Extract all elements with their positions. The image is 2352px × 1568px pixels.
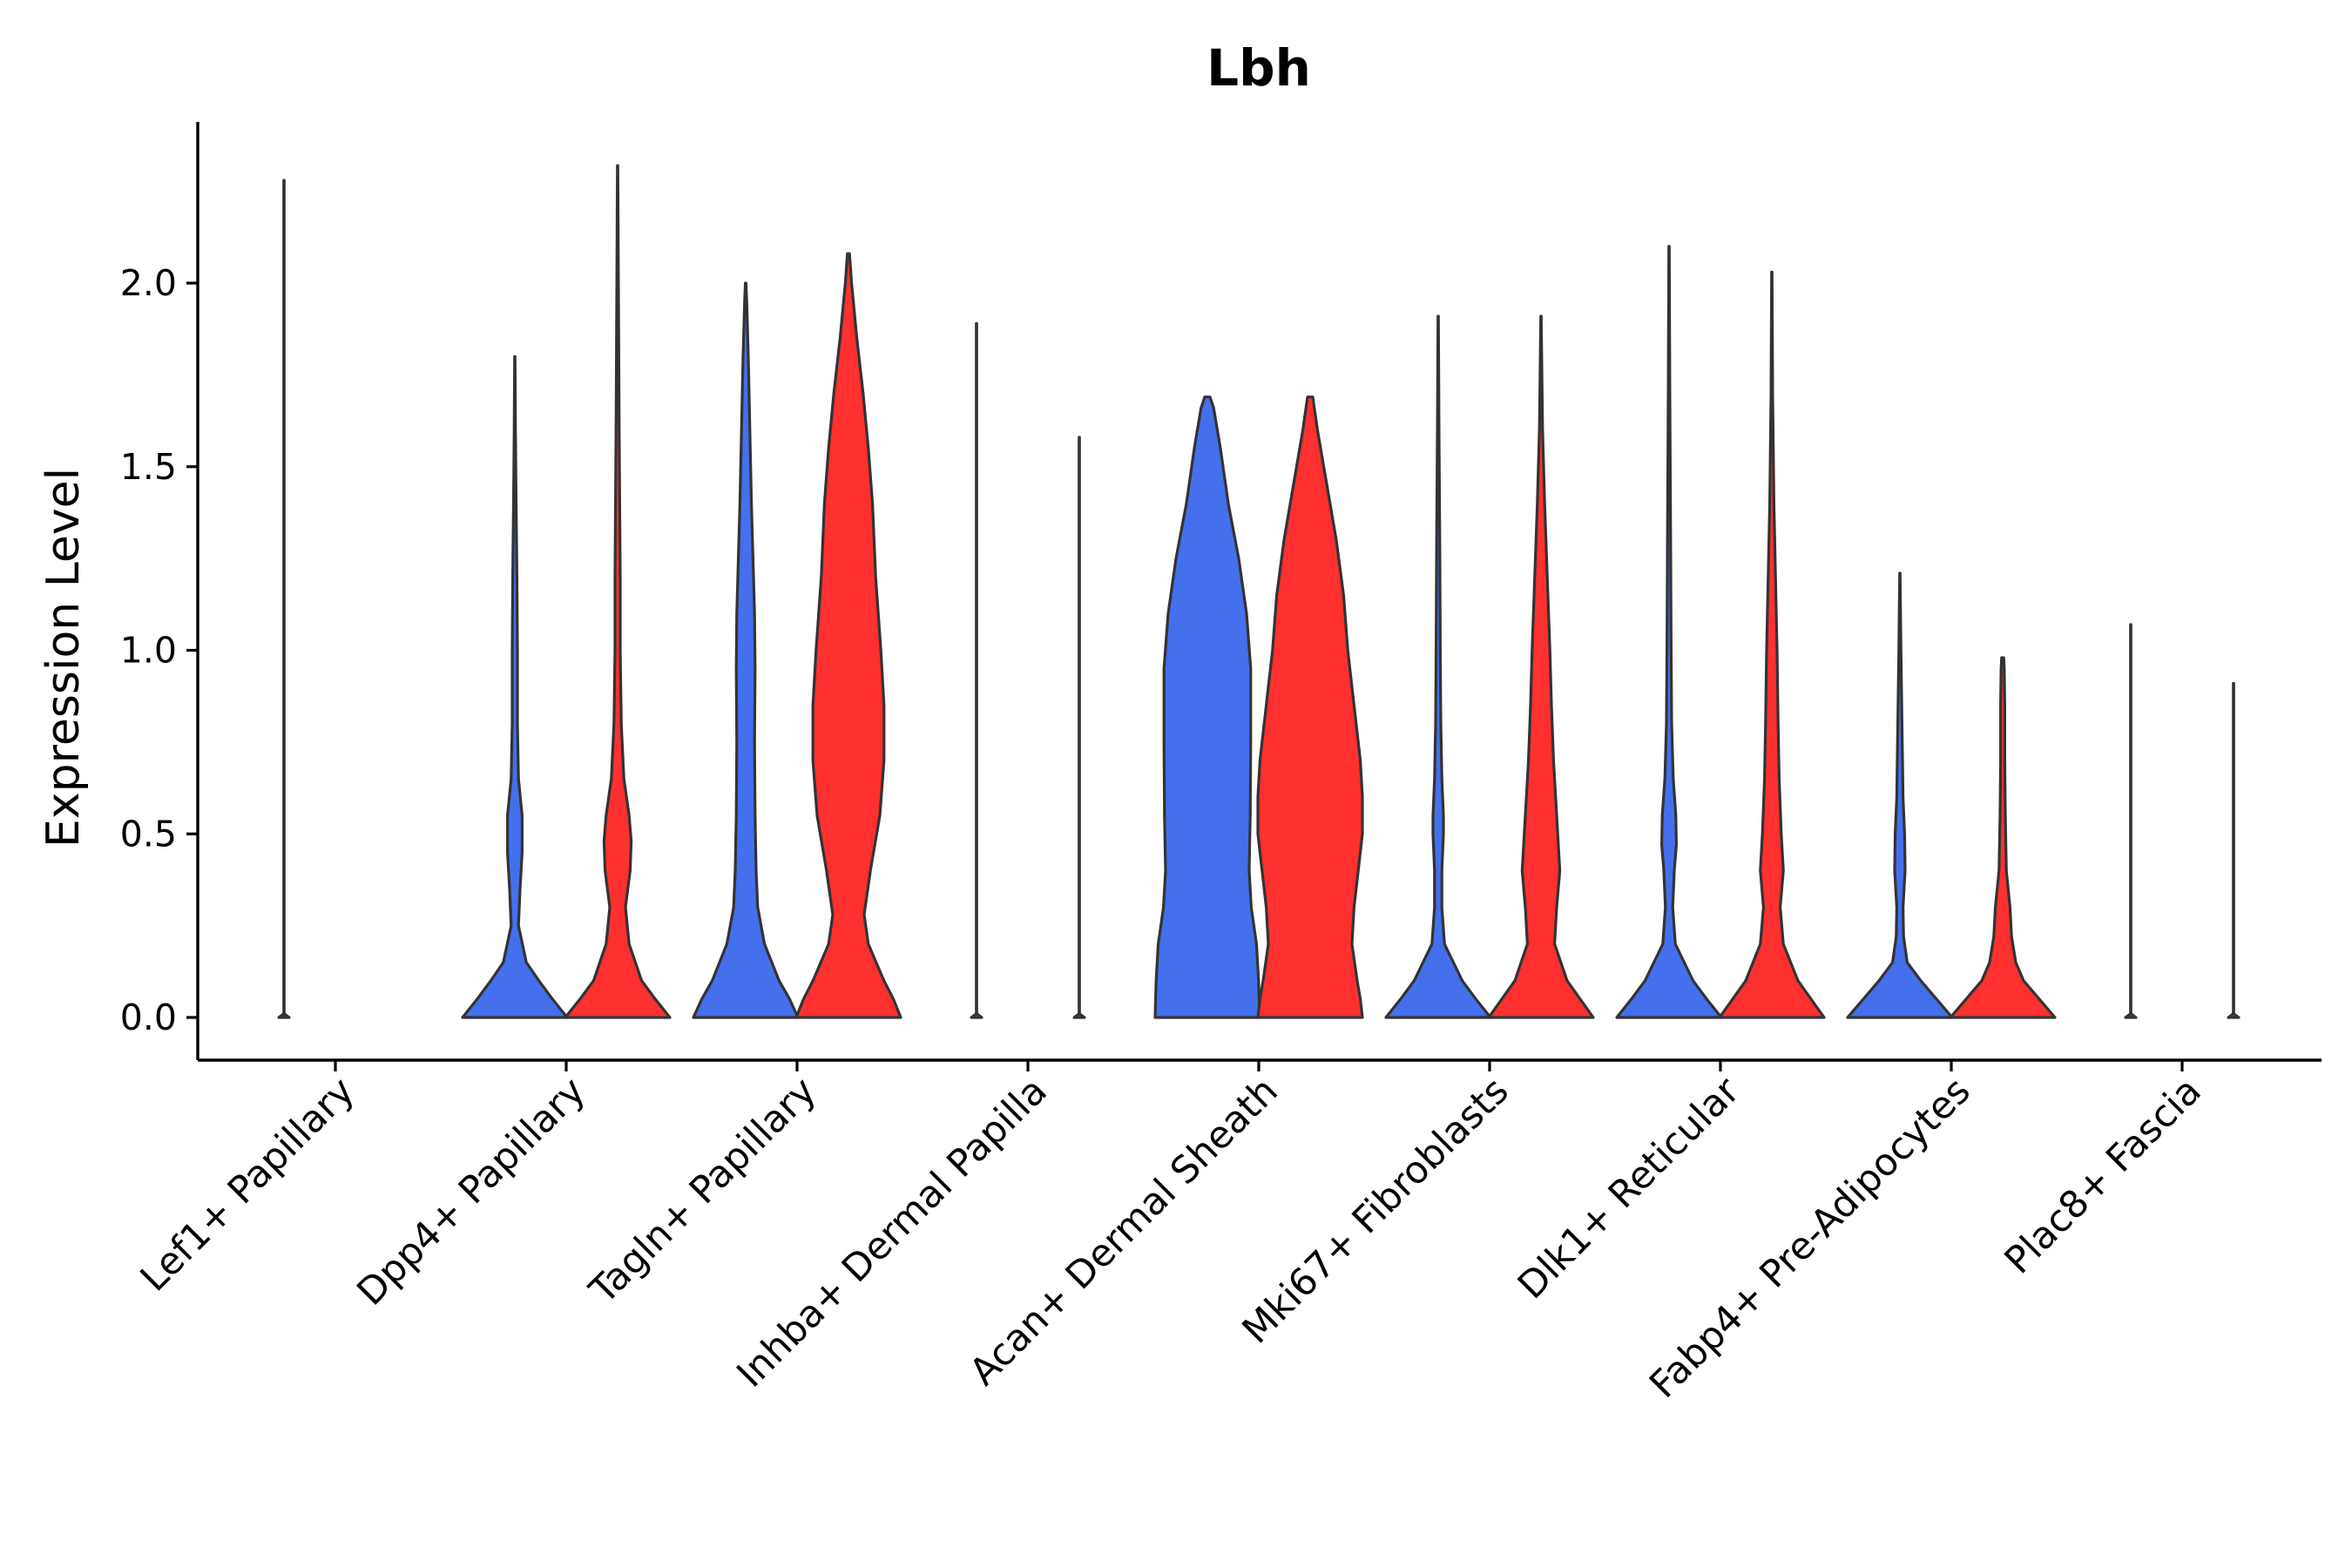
violin-2-3 [794,252,902,1019]
violin-2-6 [1487,314,1595,1019]
y-tick-label: 1.5 [120,446,177,488]
violin-1-9 [2124,623,2138,1019]
x-tick-label: Lef1+ Papillary [132,1069,363,1300]
violin-1-1 [277,179,291,1019]
violin-1-4 [970,321,983,1019]
x-tick-label: Tagln+ Papillary [581,1069,825,1313]
x-tick-label: Dpp4+ Papillary [349,1069,594,1314]
violin-1-3 [692,281,800,1019]
y-tick-label: 0.0 [120,997,177,1038]
violin-2-5 [1256,395,1364,1019]
violin-1-7 [1615,245,1723,1019]
violin-layer [277,164,2240,1019]
chart-title: Lbh [1206,38,1311,98]
violin-2-4 [1072,436,1086,1019]
x-tick-label: Mki67+ Fibroblasts [1234,1069,1517,1352]
violin-1-8 [1846,571,1954,1019]
violin-2-8 [1949,656,2057,1019]
y-tick-label: 2.0 [120,262,177,304]
x-tick-label: Dlk1+ Reticular [1510,1069,1748,1308]
y-tick-label: 1.0 [120,630,177,672]
violin-2-9 [2227,681,2240,1019]
violin-2-7 [1718,270,1826,1019]
y-axis-label: Expression Level [37,468,90,848]
violin-1-6 [1384,314,1492,1019]
x-tick-label: Plac8+ Fascia [1997,1069,2210,1282]
y-ticks: 0.0 0.5 1.0 1.5 2.0 [120,262,198,1038]
violin-2-2 [564,164,672,1019]
violin-1-2 [461,355,569,1019]
y-tick-label: 0.5 [120,813,177,855]
violin-1-5 [1153,395,1261,1019]
